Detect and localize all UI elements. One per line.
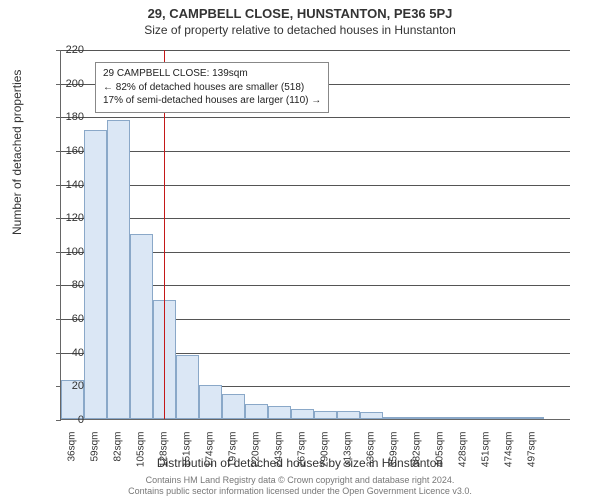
x-tick-label: 174sqm [204, 432, 215, 477]
y-tick-label: 180 [54, 111, 84, 123]
histogram-bar [268, 406, 291, 419]
y-tick-label: 100 [54, 246, 84, 258]
y-tick-label: 160 [54, 145, 84, 157]
y-tick-label: 120 [54, 212, 84, 224]
y-tick-label: 200 [54, 78, 84, 90]
y-tick-label: 40 [54, 347, 84, 359]
annotation-line: ← 82% of detached houses are smaller (51… [103, 81, 321, 95]
x-tick-label: 128sqm [158, 432, 169, 477]
page-title: 29, CAMPBELL CLOSE, HUNSTANTON, PE36 5PJ [0, 6, 600, 21]
gridline [61, 117, 570, 118]
x-tick-label: 451sqm [480, 432, 491, 477]
x-tick-label: 105sqm [135, 432, 146, 477]
annotation-line: 29 CAMPBELL CLOSE: 139sqm [103, 67, 321, 81]
histogram-bar [245, 404, 268, 419]
y-tick-label: 140 [54, 179, 84, 191]
x-tick-label: 36sqm [66, 432, 77, 477]
x-tick-label: 267sqm [296, 432, 307, 477]
y-tick-label: 220 [54, 44, 84, 56]
y-axis-label: Number of detached properties [10, 70, 24, 235]
histogram-bar [107, 120, 130, 419]
x-tick-label: 405sqm [434, 432, 445, 477]
histogram-bar [406, 417, 429, 419]
histogram-bar [176, 355, 199, 419]
footer-attribution: Contains HM Land Registry data © Crown c… [0, 475, 600, 498]
histogram-bar [199, 385, 222, 419]
histogram-bar [498, 417, 521, 419]
histogram-bar [130, 234, 153, 419]
histogram-bar [337, 411, 360, 419]
x-tick-label: 59sqm [89, 432, 100, 477]
x-tick-label: 382sqm [411, 432, 422, 477]
histogram-bar [291, 409, 314, 419]
annotation-line: 17% of semi-detached houses are larger (… [103, 94, 321, 108]
x-tick-label: 220sqm [250, 432, 261, 477]
x-tick-label: 313sqm [342, 432, 353, 477]
y-tick-label: 20 [54, 380, 84, 392]
histogram-bar [429, 417, 452, 419]
gridline [61, 151, 570, 152]
gridline [61, 218, 570, 219]
x-tick-label: 336sqm [365, 432, 376, 477]
footer-line-2: Contains public sector information licen… [0, 486, 600, 497]
x-tick-label: 82sqm [112, 432, 123, 477]
y-tick-label: 0 [54, 414, 84, 426]
annotation-box: 29 CAMPBELL CLOSE: 139sqm← 82% of detach… [95, 62, 329, 113]
histogram-bar [452, 417, 475, 419]
gridline [61, 185, 570, 186]
y-tick-label: 80 [54, 279, 84, 291]
x-tick-label: 197sqm [227, 432, 238, 477]
x-tick-label: 151sqm [181, 432, 192, 477]
gridline [61, 50, 570, 51]
histogram-bar [521, 417, 544, 419]
histogram-bar [222, 394, 245, 419]
x-tick-label: 497sqm [526, 432, 537, 477]
histogram-bar [84, 130, 107, 419]
x-tick-label: 290sqm [319, 432, 330, 477]
histogram-bar [383, 417, 406, 419]
x-tick-label: 359sqm [388, 432, 399, 477]
histogram-bar [475, 417, 498, 419]
x-tick-label: 474sqm [503, 432, 514, 477]
histogram-bar [360, 412, 383, 419]
histogram-bar [314, 411, 337, 419]
page-subtitle: Size of property relative to detached ho… [0, 23, 600, 37]
y-tick-label: 60 [54, 313, 84, 325]
x-tick-label: 428sqm [457, 432, 468, 477]
x-tick-label: 243sqm [273, 432, 284, 477]
